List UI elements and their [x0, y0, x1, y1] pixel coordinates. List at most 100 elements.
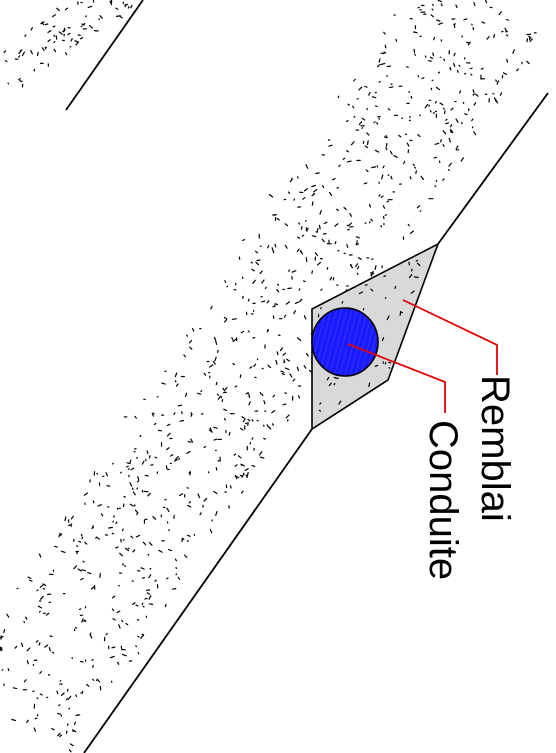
soil-speck — [140, 567, 145, 570]
soil-speck — [481, 21, 486, 24]
soil-speck — [526, 60, 530, 65]
soil-speck — [345, 120, 349, 123]
soil-speck — [3, 628, 6, 634]
soil-speck — [268, 193, 274, 198]
soil-speck — [241, 463, 245, 467]
soil-speck — [179, 420, 185, 422]
soil-speck — [70, 38, 73, 42]
soil-speck — [81, 618, 84, 623]
soil-speck — [67, 523, 73, 527]
soil-speck — [349, 212, 353, 217]
soil-speck — [148, 541, 153, 546]
soil-speck — [41, 21, 45, 26]
soil-speck — [68, 707, 71, 710]
soil-speck — [368, 221, 371, 224]
soil-speck — [439, 102, 444, 106]
soil-speck — [83, 492, 89, 496]
soil-speck — [58, 532, 61, 538]
soil-speck — [185, 392, 188, 398]
soil-speck — [170, 454, 174, 457]
soil-speck — [272, 394, 275, 398]
soil-speck — [222, 391, 227, 394]
soil-speck — [125, 622, 129, 626]
soil-speck — [337, 95, 340, 99]
soil-speck — [142, 541, 147, 546]
soil-speck — [450, 107, 454, 111]
soil-speck — [435, 86, 441, 91]
soil-speck — [386, 315, 390, 321]
soil-speck — [275, 359, 278, 365]
soil-speck — [67, 695, 72, 700]
soil-speck — [318, 409, 322, 412]
soil-speck — [129, 482, 133, 487]
soil-speck — [87, 571, 92, 575]
soil-speck — [437, 71, 441, 74]
soil-speck — [251, 419, 254, 422]
soil-speck — [141, 577, 146, 579]
soil-speck — [44, 644, 49, 648]
soil-speck — [434, 100, 437, 104]
soil-speck — [251, 465, 256, 467]
soil-speck — [401, 117, 403, 120]
pipe — [311, 307, 379, 377]
soil-speck — [89, 634, 93, 639]
soil-speck — [321, 238, 325, 243]
soil-speck — [380, 195, 384, 198]
soil-speck — [189, 346, 193, 350]
soil-speck — [286, 358, 290, 362]
soil-speck — [390, 175, 393, 180]
soil-speck — [368, 91, 371, 96]
soil-speck — [154, 579, 157, 582]
soil-speck — [248, 401, 251, 406]
soil-speck — [69, 743, 74, 747]
soil-speck — [224, 417, 226, 421]
backfill-leader-line — [402, 299, 498, 375]
soil-speck — [498, 11, 502, 16]
soil-speck — [188, 339, 193, 344]
soil-speck — [268, 426, 272, 430]
soil-speck — [209, 364, 214, 368]
soil-speck — [119, 552, 124, 557]
soil-speck — [442, 143, 445, 147]
soil-speck — [332, 177, 336, 181]
soil-speck — [183, 354, 186, 358]
soil-speck — [213, 490, 218, 495]
soil-speck — [148, 574, 152, 579]
soil-speck — [120, 471, 123, 474]
soil-speck — [47, 673, 51, 676]
soil-speck — [135, 604, 139, 607]
soil-speck — [231, 318, 237, 320]
soil-speck — [289, 373, 293, 378]
soil-speck — [223, 408, 228, 411]
soil-speck — [126, 462, 131, 465]
soil-speck — [376, 63, 381, 68]
soil-speck — [271, 423, 274, 426]
soil-speck — [282, 352, 287, 356]
soil-speck — [380, 62, 386, 66]
soil-speck — [224, 491, 227, 494]
soil-speck — [97, 504, 103, 507]
soil-speck — [73, 565, 78, 570]
soil-speck — [42, 583, 47, 587]
soil-speck — [3, 50, 7, 54]
soil-speck — [315, 172, 320, 175]
soil-speck — [174, 558, 177, 562]
soil-speck — [115, 521, 118, 525]
soil-speck — [250, 261, 253, 264]
soil-speck — [223, 318, 228, 323]
soil-speck — [247, 418, 251, 422]
soil-speck — [433, 36, 436, 41]
soil-speck — [435, 180, 438, 182]
soil-speck — [98, 18, 101, 21]
soil-speck — [166, 507, 170, 512]
soil-speck — [420, 175, 424, 180]
soil-speck — [165, 465, 168, 471]
soil-speck — [75, 714, 81, 717]
soil-speck — [463, 18, 468, 21]
soil-speck — [280, 370, 285, 373]
soil-speck — [305, 227, 308, 231]
soil-speck — [370, 288, 374, 292]
soil-speck — [297, 236, 301, 239]
soil-speck — [232, 362, 235, 366]
soil-speck — [298, 288, 301, 291]
